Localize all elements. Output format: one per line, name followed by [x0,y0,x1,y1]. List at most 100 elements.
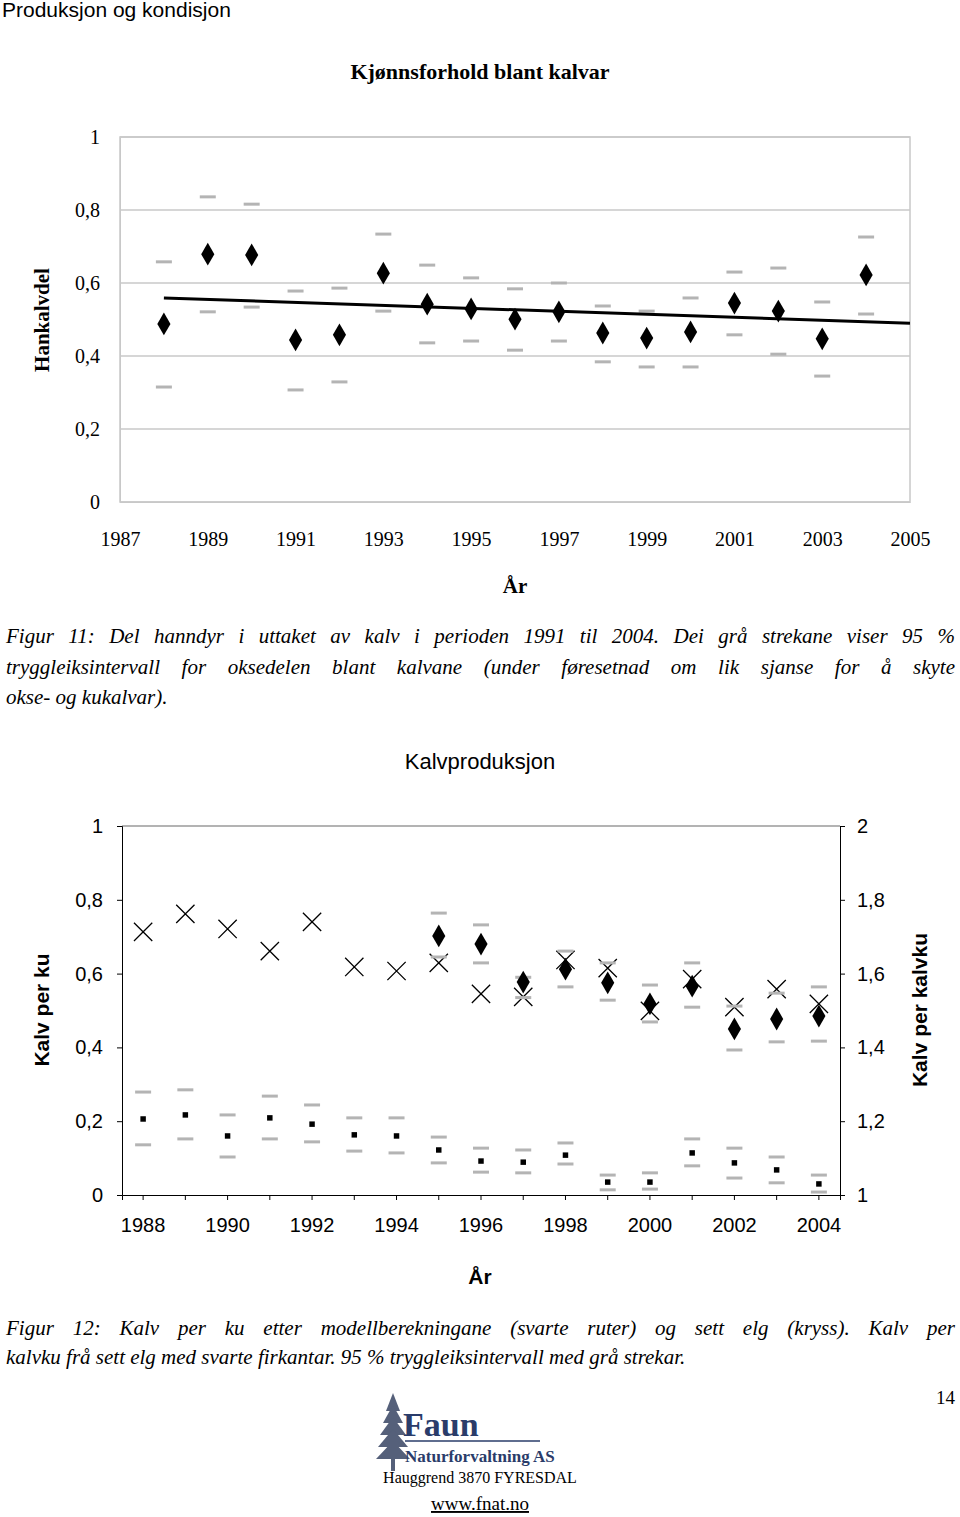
tick: 0 [92,1184,122,1206]
tick-label: 1 [90,126,100,148]
point [520,1159,525,1164]
caption-line: okse- og kukalvar). [6,682,955,712]
point [261,942,279,960]
tick-mark [523,1195,524,1200]
ci-dash [375,233,391,236]
ci-dash [515,1171,531,1174]
tick: 2002 [712,1195,757,1236]
x-axis-title: År [468,1265,491,1288]
marks [156,197,910,390]
ci-dash [551,282,567,285]
point [768,980,786,998]
grid-line [120,282,910,284]
chart-title: Kalvproduksjon [405,749,555,774]
tick-mark [840,1121,845,1122]
tick-label: 0,6 [75,963,103,985]
page-number: 14 [936,1387,956,1408]
ci-dash [244,306,260,309]
page-svg: Kjønnsforhold blant kalvar00,20,40,60,81… [0,0,960,1517]
tick: 1998 [543,1195,588,1236]
ci-dash [346,1116,362,1119]
axis-line [121,502,911,503]
point [201,243,214,266]
ci-dash [642,1020,658,1023]
tick-label: 0,8 [75,199,100,221]
tick-label: 1,2 [857,1110,885,1132]
point [517,971,530,994]
tick: 1,6 [840,963,885,985]
ci-dash [431,1161,447,1164]
ci-dash [642,1171,658,1174]
tick: 1,4 [840,1036,885,1058]
point [689,1150,694,1155]
y-axis-title: Kalv per ku [30,953,53,1066]
caption-line: Figur 12: Kalv per ku etter modellberekn… [6,1313,955,1343]
logo: FaunNaturforvaltning AS [376,1393,555,1471]
x-axis-title: År [503,574,528,598]
tick-mark [481,1195,482,1200]
tick-label: 1,8 [857,889,885,911]
tick: 1993 [364,502,404,550]
ci-dash [684,961,700,964]
tick-label: 0 [90,491,100,513]
tick [438,1195,439,1200]
point [684,321,697,344]
tick-mark [840,900,845,901]
tick-label: 2005 [891,528,931,550]
tick: 1 [840,1184,868,1206]
tick: 2005 [891,502,931,550]
tick-mark [396,1195,397,1200]
tick: 2000 [628,1195,673,1236]
point [474,933,487,956]
logo-subtitle: Naturforvaltning AS [405,1447,555,1466]
axis: 00,20,40,60,81 [75,126,121,513]
point [812,1005,825,1028]
tick-mark [840,1047,845,1048]
tick: 1987 [101,502,141,550]
tick-mark [840,974,845,975]
point [432,925,445,948]
ci-dash [431,955,447,958]
point [345,958,363,976]
tick-label: 2 [857,815,868,837]
ci-dash [814,300,830,303]
ci-dash [726,333,742,336]
plot-frame-top [122,825,840,827]
ci-dash [600,1188,616,1191]
tick: 1994 [374,1195,419,1236]
tick [692,1195,693,1200]
chart-1: Kjønnsforhold blant kalvar00,20,40,60,81… [30,59,931,598]
ci-dash [473,961,489,964]
tick [354,1195,355,1200]
tick: 1 [92,815,122,837]
ci-dash [642,984,658,987]
ci-dash [683,365,699,368]
tick-label: 0,8 [75,889,103,911]
point [686,975,699,998]
grid-line [120,428,910,430]
tick: 1995 [452,502,492,550]
ci-dash [304,1103,320,1106]
ci-dash [770,267,786,270]
tick-mark [607,1195,608,1200]
tick-label: 2000 [628,1214,673,1236]
tick: 0,6 [75,963,122,985]
point [225,1133,230,1138]
ci-dash [389,1116,405,1119]
point [596,322,609,345]
ci-dash [304,1140,320,1143]
point [394,1133,399,1138]
caption-line: kalvku frå sett elg med svarte firkantar… [6,1342,955,1372]
tick-mark [818,1195,819,1200]
ci-dash [200,310,216,313]
ci-dash [642,1188,658,1191]
ci-dash [419,264,435,267]
tick-label: 1991 [276,528,316,550]
ci-dash [135,1091,151,1094]
tick-mark [565,1195,566,1200]
axis: 00,20,40,60,81 [75,815,122,1206]
tick: 1992 [290,1195,335,1236]
tick-mark [185,1195,186,1200]
point [352,1132,357,1137]
point [725,998,743,1016]
